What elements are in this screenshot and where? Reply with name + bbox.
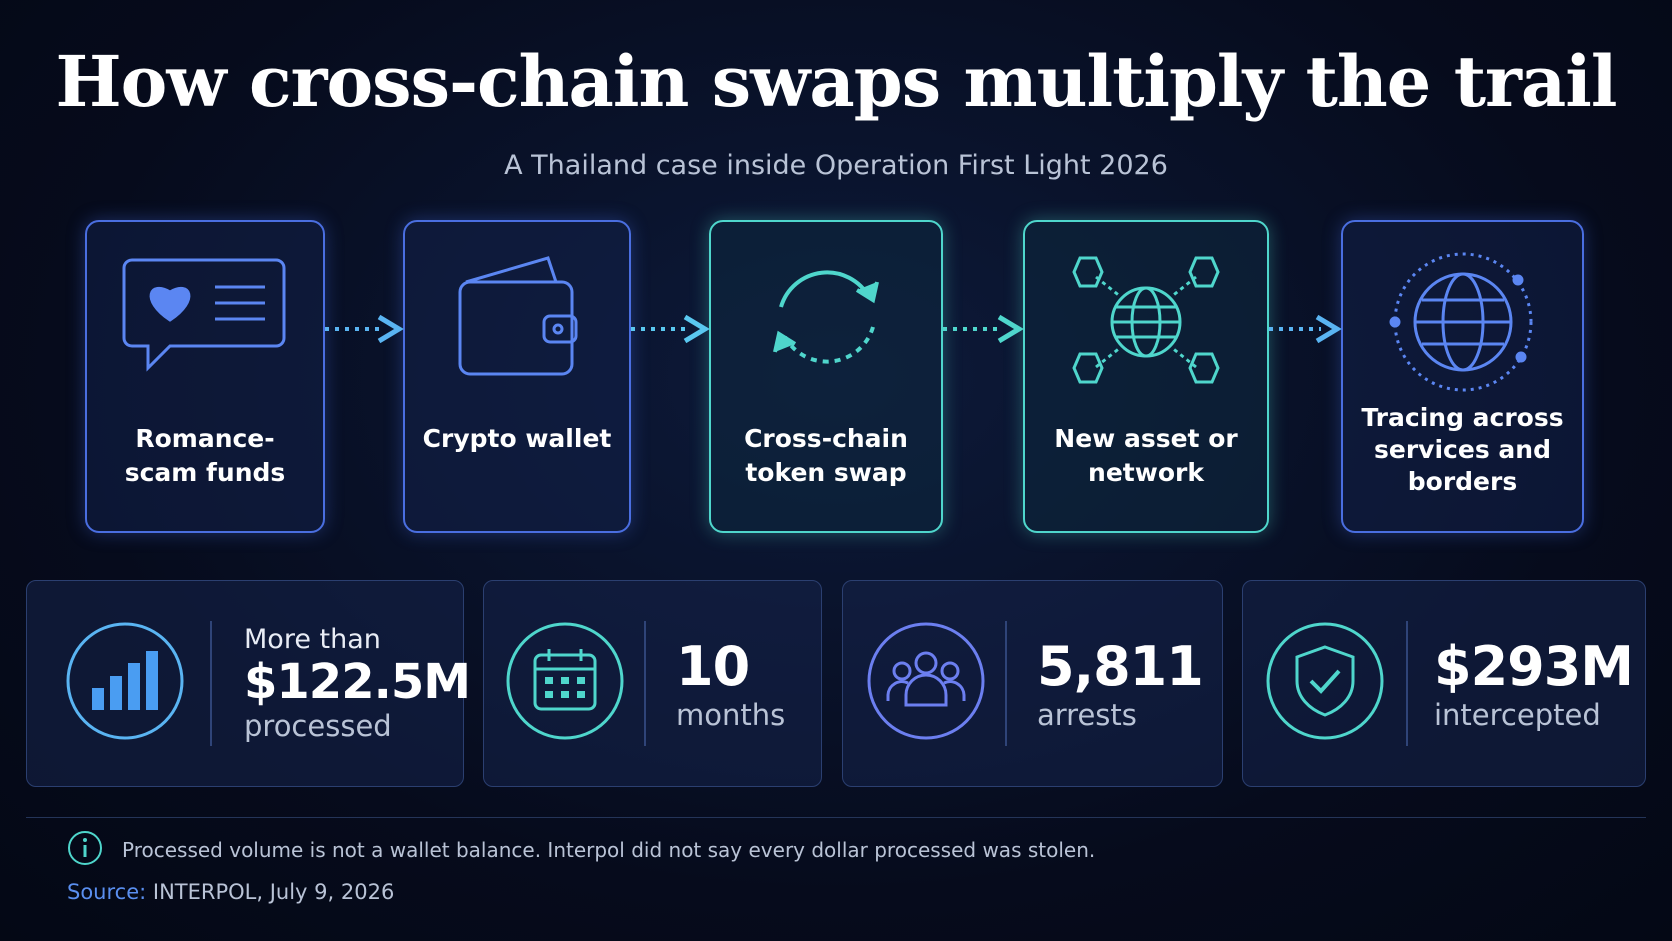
step-label: Cross-chain token swap — [744, 424, 908, 487]
stat-value: 5,811 — [1037, 634, 1204, 698]
network-icon — [1072, 256, 1220, 384]
stat-card: 10 months — [483, 580, 822, 787]
wallet-icon — [458, 256, 578, 376]
step-card: Romance-scam funds — [85, 220, 325, 533]
source-line: Source: INTERPOL, July 9, 2026 — [67, 880, 394, 904]
stat-caption: arrests — [1037, 697, 1137, 732]
stat-prefix: More than — [244, 624, 381, 655]
step-card: Cross-chain token swap — [709, 220, 943, 533]
source-text: INTERPOL, July 9, 2026 — [152, 880, 395, 904]
shield-icon — [1266, 622, 1384, 740]
divider — [26, 817, 1646, 818]
globe-icon — [1389, 252, 1532, 392]
swap-icon — [773, 270, 879, 364]
step-card: Tracing across services and borders — [1341, 220, 1584, 533]
subtitle: A Thailand case inside Operation First L… — [504, 150, 1168, 181]
step-card: New asset or network — [1023, 220, 1269, 533]
footnote: Processed volume is not a wallet balance… — [122, 838, 1096, 862]
stat-card: $293M intercepted — [1242, 580, 1646, 787]
stat-card: 5,811 arrests — [842, 580, 1223, 787]
step-label: Romance-scam funds — [124, 424, 286, 487]
step-label: New asset or network — [1054, 424, 1238, 487]
step-label: Tracing across services and borders — [1361, 403, 1564, 496]
flow-arrow — [943, 314, 1024, 344]
info-icon — [68, 831, 102, 865]
chart-icon — [66, 622, 184, 740]
flow-arrow — [1269, 314, 1342, 344]
stat-caption: processed — [244, 709, 392, 743]
flow-arrow — [325, 314, 404, 344]
people-icon — [867, 622, 985, 740]
stat-caption: months — [676, 697, 786, 732]
step-label: Crypto wallet — [422, 424, 612, 453]
chat-icon — [122, 258, 286, 372]
calendar-icon — [506, 622, 624, 740]
flow-arrow — [631, 314, 710, 344]
stat-caption: intercepted — [1434, 697, 1601, 732]
stat-card: More than $122.5M processed — [26, 580, 471, 787]
title: How cross-chain swaps multiply the trail — [55, 40, 1618, 123]
step-card: Crypto wallet — [403, 220, 631, 533]
source-label: Source: — [67, 880, 147, 904]
stat-value: $293M — [1434, 634, 1634, 698]
stat-value: 10 — [676, 634, 750, 698]
stat-value: $122.5M — [244, 654, 471, 710]
